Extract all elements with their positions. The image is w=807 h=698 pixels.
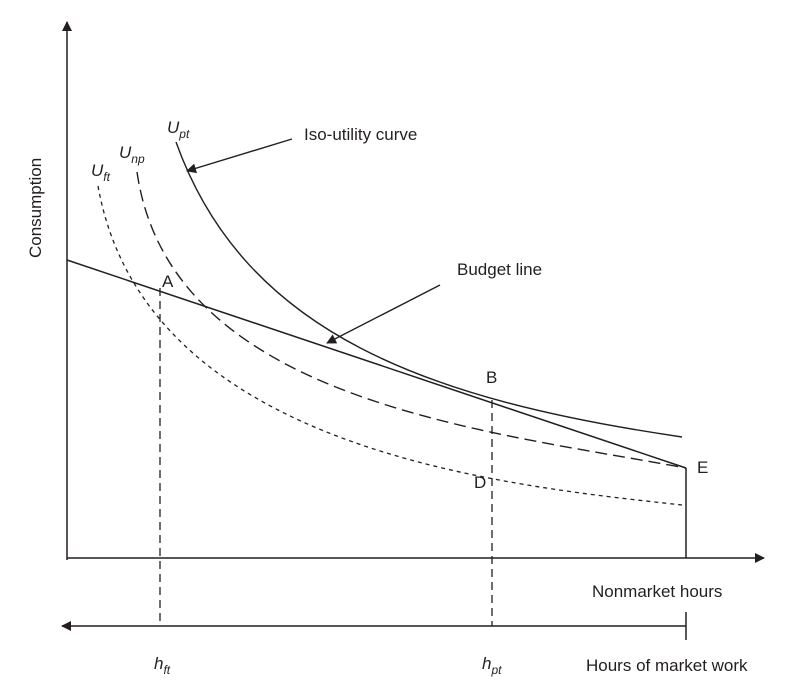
point-b-label: B — [486, 368, 497, 387]
u-ft-label: Uft — [91, 161, 111, 184]
h-ft-label: hft — [154, 654, 171, 677]
market-work-label: Hours of market work — [586, 656, 748, 675]
y-axis-label: Consumption — [26, 158, 45, 258]
u-np-curve — [136, 171, 687, 469]
x-axis-label: Nonmarket hours — [592, 582, 722, 601]
iso-utility-annotation: Iso-utility curve — [304, 125, 417, 144]
iso-utility-pointer — [186, 138, 293, 174]
budget-line-annotation: Budget line — [457, 260, 542, 279]
budget-line-pointer — [326, 284, 441, 344]
u-ft-curve — [97, 185, 683, 506]
u-pt-label: Upt — [167, 118, 190, 141]
point-d-label: D — [474, 473, 486, 492]
point-a-label: A — [162, 272, 174, 291]
point-e-label: E — [697, 458, 708, 477]
budget-line — [66, 259, 687, 469]
u-pt-curve — [175, 141, 683, 438]
u-np-label: Unp — [119, 143, 145, 166]
h-pt-label: hpt — [482, 654, 502, 677]
